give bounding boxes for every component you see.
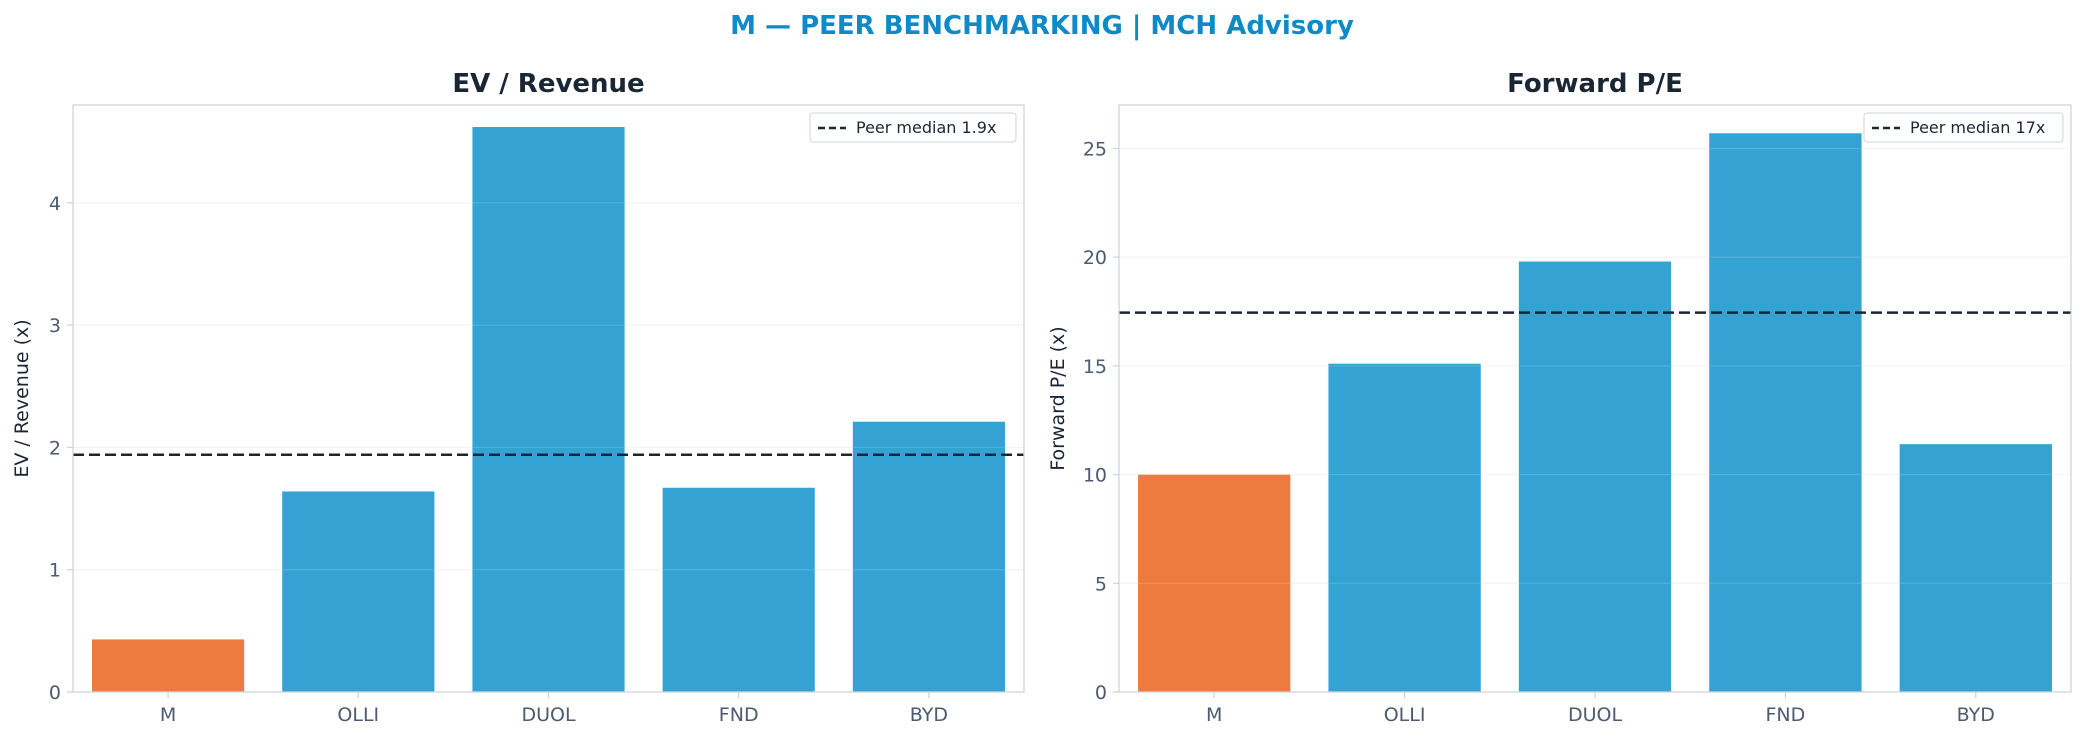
bar-olli — [282, 491, 435, 692]
legend-box — [1863, 112, 2064, 143]
legend-box — [809, 112, 1017, 143]
legend: Peer median 17x — [1863, 112, 2064, 143]
y-tick-label: 25 — [1083, 138, 1107, 160]
y-tick-label: 3 — [49, 315, 61, 337]
x-tick-label: OLLI — [337, 704, 379, 726]
y-tick-label: 0 — [1095, 682, 1107, 704]
x-tick-label: DUOL — [521, 704, 575, 726]
legend-label: Peer median 17x — [1910, 118, 2045, 137]
y-tick-label: 20 — [1083, 247, 1107, 269]
y-tick-label: 15 — [1083, 356, 1107, 378]
figure-title: M — PEER BENCHMARKING | MCH Advisory — [730, 11, 1354, 41]
y-tick-label: 10 — [1083, 465, 1107, 487]
bar-byd — [852, 421, 1005, 692]
x-tick-label: FND — [1766, 704, 1806, 726]
legend-label: Peer median 1.9x — [856, 118, 996, 137]
legend: Peer median 1.9x — [809, 112, 1017, 143]
y-axis-label: EV / Revenue (x) — [11, 319, 33, 477]
x-tick-label: M — [1206, 704, 1222, 726]
bar-m — [92, 639, 245, 692]
bar-fnd — [1709, 133, 1862, 693]
bar-byd — [1899, 444, 2052, 692]
x-tick-label: M — [160, 704, 176, 726]
chart-title: Forward P/E — [1507, 69, 1683, 99]
x-tick-label: BYD — [1957, 704, 1995, 726]
bar-fnd — [662, 487, 815, 692]
y-tick-label: 0 — [49, 682, 61, 704]
y-tick-label: 1 — [49, 560, 61, 582]
bar-olli — [1328, 363, 1481, 692]
chart-panel-2: 0 5 10 15 20 25 M OLLI DUOL FND BYD Forward P/E Forw… — [1047, 69, 2072, 726]
x-tick-label: BYD — [910, 704, 948, 726]
y-tick-label: 4 — [49, 193, 61, 215]
bar-m — [1138, 474, 1291, 692]
x-tick-label: OLLI — [1384, 704, 1426, 726]
bar-duol — [472, 127, 625, 692]
chart-panel-1: 0 1 2 3 4 M OLLI DUOL FND BYD EV / Revenue EV / Rev… — [11, 69, 1025, 726]
y-tick-label: 5 — [1095, 573, 1107, 595]
bar-duol — [1518, 261, 1672, 692]
x-tick-label: FND — [719, 704, 759, 726]
x-tick-label: DUOL — [1568, 704, 1622, 726]
y-axis-label: Forward P/E (x) — [1047, 326, 1069, 470]
y-tick-label: 2 — [49, 437, 61, 459]
chart-title: EV / Revenue — [452, 69, 644, 99]
